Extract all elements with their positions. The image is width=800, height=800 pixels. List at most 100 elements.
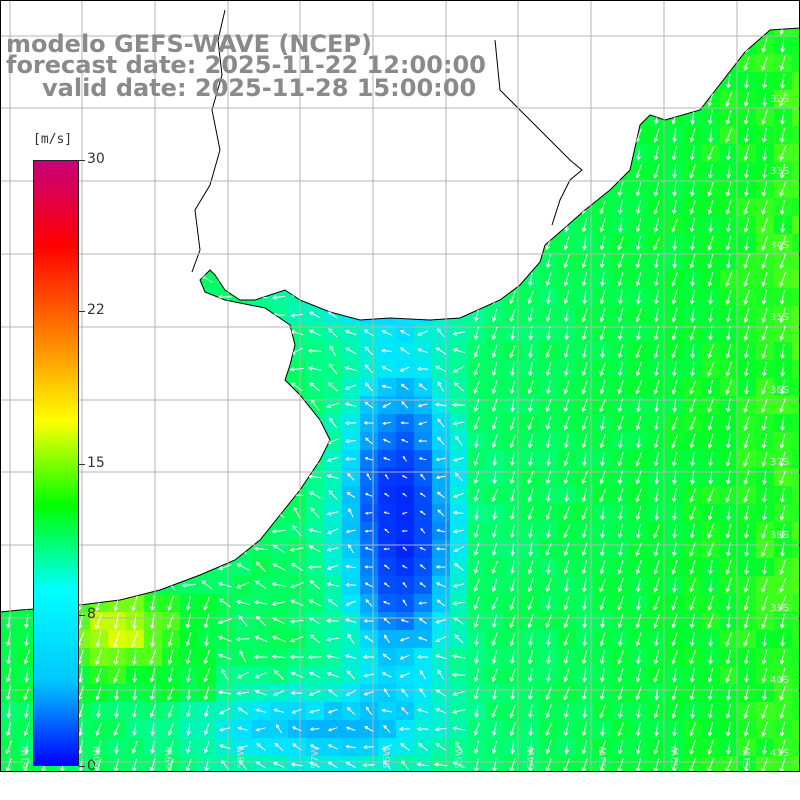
wind-arrow [617, 560, 624, 575]
wind-arrow [492, 614, 497, 629]
wind-arrow [563, 290, 570, 305]
wind-arrow [292, 525, 302, 537]
wind-cell [792, 198, 800, 217]
wind-arrow [346, 472, 355, 481]
wind-arrow [455, 435, 463, 446]
wind-arrow [95, 686, 102, 701]
wind-arrow [653, 326, 659, 341]
wind-arrow [185, 613, 192, 629]
wind-arrow [654, 290, 659, 305]
wind-arrow [761, 343, 768, 360]
wind-arrow [400, 706, 409, 715]
wind-arrow [618, 434, 623, 449]
wind-arrow [437, 669, 445, 680]
wind-arrow [762, 631, 767, 648]
wind-arrow [474, 326, 479, 341]
wind-arrow [382, 601, 391, 605]
wind-arrow [473, 344, 480, 359]
wind-arrow [707, 595, 714, 611]
wind-arrow [527, 290, 534, 305]
wind-cell [792, 576, 800, 595]
wind-arrow [528, 326, 534, 341]
lon-label: 57W [309, 746, 321, 769]
wind-arrow [762, 469, 767, 486]
wind-arrow [491, 632, 498, 647]
wind-arrow [653, 740, 660, 755]
wind-arrow [473, 488, 480, 503]
wind-arrow [435, 582, 446, 588]
wind-arrow [545, 506, 552, 521]
wind-arrow [672, 362, 677, 377]
wind-arrow [761, 397, 769, 413]
wind-arrow [707, 181, 714, 197]
wind-arrow [149, 686, 155, 701]
wind-cell [792, 252, 800, 271]
wind-arrow [689, 740, 696, 755]
wind-arrow [563, 254, 570, 269]
wind-arrow [689, 524, 695, 539]
wind-arrow [95, 667, 102, 683]
wind-arrow [454, 472, 463, 482]
lat-label: 40S [770, 675, 790, 686]
wind-cell [792, 360, 800, 379]
wind-arrow [275, 724, 283, 734]
wind-arrow [167, 595, 174, 611]
wind-arrow [364, 346, 374, 356]
wind-cell [792, 54, 800, 73]
wind-arrow [779, 595, 787, 611]
wind-arrow [689, 560, 696, 575]
wind-arrow [546, 560, 551, 575]
wind-arrow [382, 402, 392, 408]
wind-arrow [203, 668, 211, 683]
wind-cell [792, 378, 800, 397]
wind-arrow [254, 671, 267, 679]
wind-arrow [308, 617, 321, 625]
wind-arrow [726, 541, 731, 558]
wind-arrow [780, 361, 785, 378]
wind-arrow [672, 506, 677, 521]
wind-arrow [726, 73, 731, 90]
wind-arrow [527, 380, 534, 395]
wind-arrow [253, 635, 268, 642]
wind-arrow [726, 163, 731, 180]
wind-arrow [780, 109, 785, 126]
wind-arrow [617, 578, 624, 593]
wind-arrow [689, 380, 697, 395]
wind-arrow [402, 546, 407, 551]
wind-arrow [149, 704, 156, 719]
wind-arrow [131, 631, 139, 648]
wind-arrow [671, 452, 677, 467]
wind-arrow [473, 686, 480, 701]
wind-arrow [239, 650, 247, 664]
wind-arrow [618, 326, 623, 341]
wind-cell [792, 468, 800, 487]
wind-arrow [23, 686, 30, 701]
wind-arrow [725, 91, 732, 107]
wind-arrow [473, 362, 480, 377]
wind-arrow [725, 343, 732, 360]
wind-arrow [546, 380, 551, 395]
wind-arrow [743, 91, 750, 108]
wind-cell [792, 540, 800, 559]
wind-arrow [383, 634, 390, 643]
wind-arrow [271, 601, 286, 606]
colorbar-tick-mark [79, 311, 85, 312]
wind-arrow [453, 382, 464, 392]
wind-arrow [363, 745, 374, 750]
wind-arrow [761, 325, 768, 341]
wind-arrow [599, 236, 606, 251]
wind-arrow [564, 578, 569, 593]
wind-arrow [618, 200, 623, 215]
wind-arrow [545, 722, 553, 737]
wind-arrow [546, 668, 551, 683]
wind-arrow [363, 421, 374, 425]
colorbar-tick-22: 22 [87, 302, 105, 318]
wind-arrow [400, 618, 409, 623]
wind-arrow [582, 236, 587, 251]
wind-arrow [235, 581, 250, 589]
wind-arrow [780, 523, 785, 540]
wind-arrow [672, 524, 677, 539]
wind-arrow [348, 544, 354, 554]
wind-arrow [96, 704, 101, 719]
wind-arrow [453, 563, 464, 571]
